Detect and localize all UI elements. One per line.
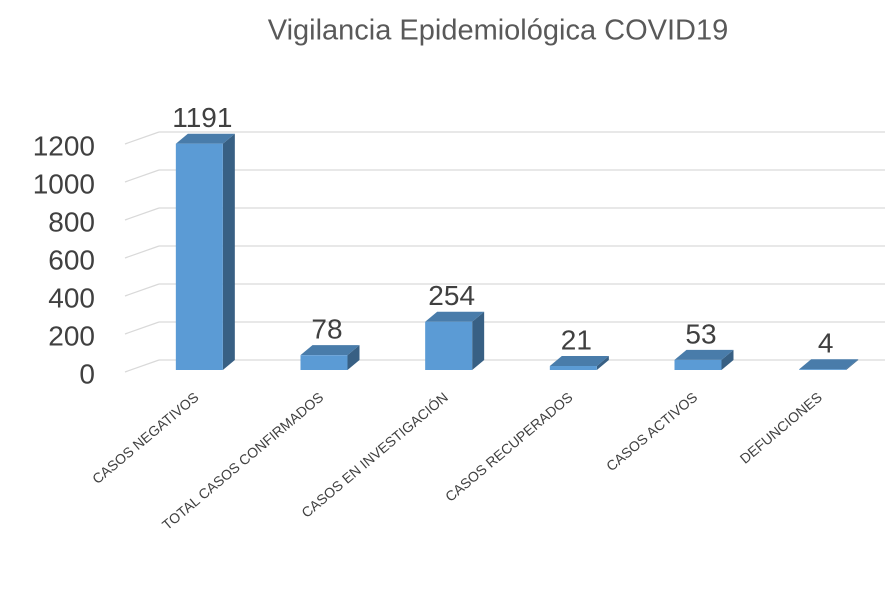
x-tick-label: DEFUNCIONES: [737, 389, 825, 467]
grid-line: [124, 245, 160, 259]
value-label: 1191: [172, 102, 232, 133]
grid-line: [124, 207, 160, 221]
grid-line: [124, 321, 160, 335]
y-tick-label: 400: [48, 282, 95, 313]
bar-side: [721, 349, 734, 370]
bar-side: [472, 311, 485, 370]
x-tick-label: CASOS ACTIVOS: [603, 389, 700, 474]
bar-top: [549, 356, 609, 367]
grid-line: [124, 283, 160, 297]
bar: [425, 321, 473, 370]
x-tick-label: CASOS NEGATIVOS: [89, 389, 202, 487]
bar-side: [846, 359, 859, 370]
y-tick-label: 1200: [33, 130, 95, 161]
value-label: 53: [685, 318, 716, 349]
bar-side: [347, 345, 360, 370]
bar-top: [300, 345, 360, 356]
bar-top: [175, 133, 235, 144]
bar-top: [425, 311, 485, 322]
x-tick-label: CASOS EN INVESTIGACIÓN: [298, 389, 451, 521]
bar: [549, 366, 597, 370]
y-tick-label: 200: [48, 320, 95, 351]
y-tick-label: 0: [79, 358, 95, 389]
bar-top: [799, 359, 859, 370]
bar: [674, 359, 722, 370]
grid-line: [124, 131, 160, 145]
bar: [799, 369, 847, 370]
chart-title: Vigilancia Epidemiológica COVID19: [268, 15, 729, 47]
value-label: 254: [428, 280, 475, 311]
bar-side: [222, 133, 235, 370]
grid-line: [124, 169, 160, 183]
bar: [175, 143, 223, 370]
value-label: 78: [311, 314, 342, 345]
y-tick-label: 1000: [33, 168, 95, 199]
bar-side: [596, 356, 609, 370]
value-label: 4: [818, 328, 834, 359]
grid-line: [124, 359, 160, 373]
y-tick-label: 600: [48, 244, 95, 275]
bar: [300, 355, 348, 370]
x-tick-label: CASOS RECUPERADOS: [442, 389, 576, 505]
y-tick-label: 800: [48, 206, 95, 237]
value-label: 21: [561, 324, 592, 355]
bar-top: [674, 349, 734, 360]
